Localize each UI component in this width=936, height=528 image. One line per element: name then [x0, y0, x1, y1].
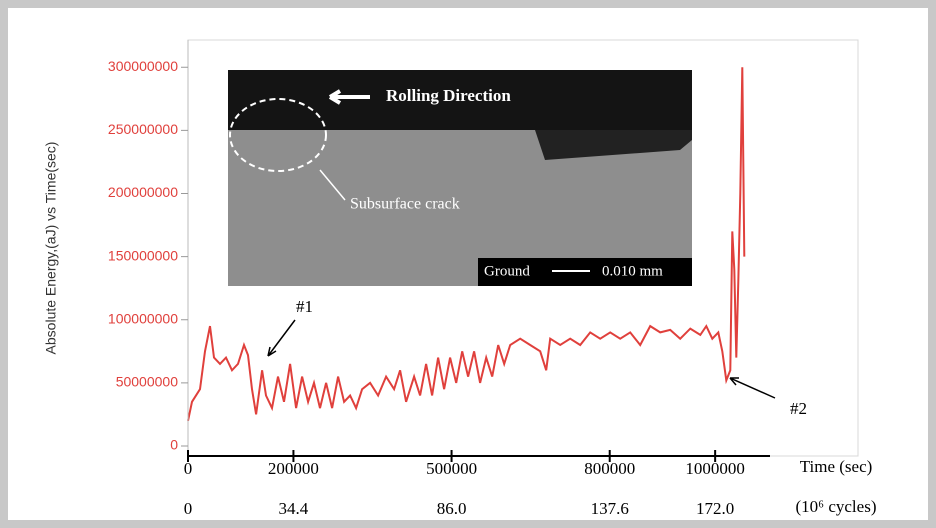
y-tick-label: 0 — [170, 437, 178, 453]
x2-tick-label: 172.0 — [696, 499, 734, 518]
x2-tick-label: 86.0 — [437, 499, 467, 518]
rolling-label: Rolling Direction — [386, 86, 511, 105]
x-tick-label: 200000 — [268, 459, 319, 478]
x-axis-label: Time (sec) — [800, 457, 873, 476]
y-tick-label: 200000000 — [108, 184, 178, 200]
y-axis-label: Absolute Energy,(aJ) vs Time(sec) — [43, 142, 59, 355]
y-tick-label: 50000000 — [116, 374, 179, 390]
x2-tick-label: 0 — [184, 499, 193, 518]
crack-arrow — [319, 169, 346, 201]
annotation-arrow — [729, 377, 776, 399]
x2-axis-label: (10⁶ cycles) — [796, 497, 877, 516]
crack-label: Subsurface crack — [350, 196, 460, 213]
scale-label: 0.010 mm — [602, 263, 663, 279]
x2-tick-label: 137.6 — [591, 499, 629, 518]
photo-crack — [535, 130, 692, 160]
crack-circle — [229, 98, 327, 172]
y-tick-label: 100000000 — [108, 310, 178, 326]
x-tick-label: 800000 — [584, 459, 635, 478]
y-tick-label: 300000000 — [108, 58, 178, 74]
rolling-arrow — [328, 89, 370, 105]
photo-dark — [228, 70, 692, 130]
x-tick-label: 1000000 — [685, 459, 745, 478]
annotation: #1 — [296, 297, 313, 316]
inset-photo: Rolling Direction Subsurface crack Groun… — [228, 70, 692, 286]
x-tick-label: 500000 — [426, 459, 477, 478]
ground-label: Ground — [484, 263, 530, 279]
y-tick-label: 150000000 — [108, 247, 178, 263]
annotation-arrow — [267, 319, 296, 357]
x2-tick-label: 34.4 — [279, 499, 309, 518]
annotation: #2 — [790, 399, 807, 418]
x-tick-label: 0 — [184, 459, 193, 478]
series-line — [187, 67, 746, 422]
y-tick-label: 250000000 — [108, 121, 178, 137]
